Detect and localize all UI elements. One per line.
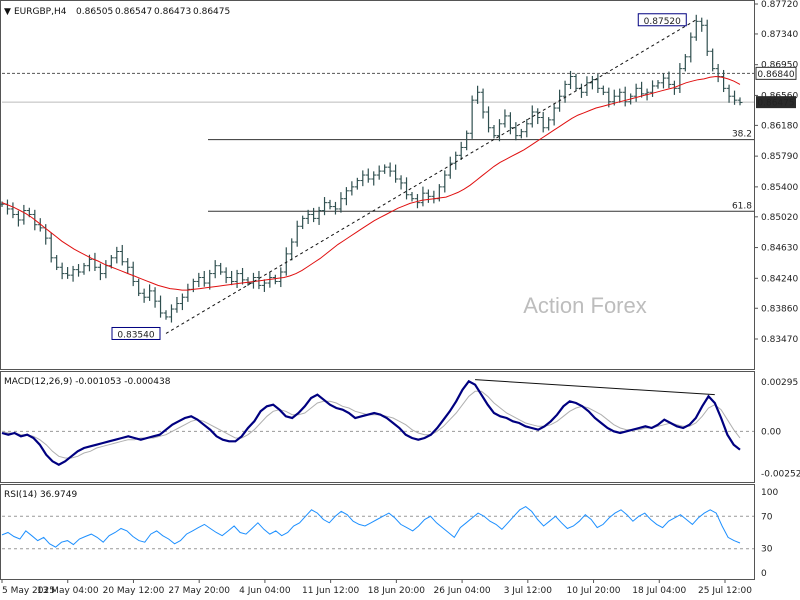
swing-trend-line — [165, 19, 697, 334]
price-title: EURGBP,H4 — [14, 7, 67, 17]
low-marker-label: 0.83540 — [117, 330, 154, 340]
price-level-tag-text: 0.86840 — [757, 70, 794, 80]
macd-main-line — [1, 379, 741, 466]
macd-divergence-line — [475, 379, 715, 396]
price-markers: 0.83540 0.87520 0.86840 0.86475 — [111, 13, 797, 340]
x-axis-label: 10 Jul 20:00 — [567, 586, 621, 596]
watermark: Action Forex — [523, 293, 647, 318]
rsi-axis-label: 0 — [761, 569, 767, 579]
macd-panel-frame — [0, 371, 755, 483]
macd-axis-label: -0.002529 — [761, 469, 800, 479]
x-axis-label: 25 Jul 12:00 — [698, 586, 752, 596]
x-axis-label: 27 May 20:00 — [168, 586, 230, 596]
rsi-panel: RSI(14) 36.9749 100 70 30 0 — [1, 488, 778, 579]
price-axis-label: 0.87720 — [761, 0, 798, 10]
current-price-tag — [756, 96, 796, 109]
x-axis-label: 20 May 12:00 — [103, 586, 165, 596]
x-axis-label: 13 May 04:00 — [37, 586, 99, 596]
price-title-symbol-icon: ▼ — [4, 7, 11, 17]
price-axis-label: 0.85400 — [761, 183, 798, 193]
fib-level-label: 61.8 — [732, 201, 752, 211]
current-price-tag-text: 0.86475 — [757, 99, 794, 109]
price-axis-label: 0.84240 — [761, 274, 798, 284]
ohlc-high: 0.86547 — [115, 7, 152, 17]
price-axis: 0.877200.873400.869500.865600.861800.857… — [754, 0, 798, 345]
macd-title: MACD(12,26,9) -0.001053 -0.000438 — [4, 377, 171, 387]
price-axis-label: 0.83470 — [761, 335, 798, 345]
x-axis-label: 11 Jun 12:00 — [302, 586, 359, 596]
fib-level-label: 38.2 — [732, 130, 752, 140]
price-axis-label: 0.85020 — [761, 213, 798, 223]
moving-average — [1, 75, 741, 291]
price-axis-label: 0.86950 — [761, 61, 798, 71]
rsi-title: RSI(14) 36.9749 — [4, 490, 77, 500]
price-bars — [0, 14, 743, 323]
macd-axis-label: 0.00295 — [761, 378, 798, 388]
rsi-axis-label: 30 — [761, 545, 773, 555]
ohlc-close: 0.86475 — [193, 7, 230, 17]
rsi-line — [1, 506, 741, 548]
x-axis-label: 26 Jun 04:00 — [433, 586, 490, 596]
macd-panel: MACD(12,26,9) -0.001053 -0.000438 0.0029… — [1, 377, 800, 479]
x-axis-label: 4 Jun 04:00 — [239, 586, 291, 596]
price-axis-label: 0.83860 — [761, 304, 798, 314]
price-axis-label: 0.84630 — [761, 244, 798, 254]
price-axis-label: 0.87340 — [761, 30, 798, 40]
x-axis-label: 18 Jul 04:00 — [632, 586, 686, 596]
moving-average-line — [1, 75, 741, 291]
price-panel-frame — [0, 0, 755, 370]
price-axis-label: 0.86180 — [761, 121, 798, 131]
ohlc-open: 0.86505 — [76, 7, 113, 17]
x-axis-label: 5 May 2025 — [2, 586, 55, 596]
rsi-axis-label: 100 — [761, 488, 778, 498]
rsi-panel-frame — [0, 484, 755, 580]
ohlc-low: 0.86473 — [154, 7, 191, 17]
x-axis-label: 3 Jul 12:00 — [504, 586, 553, 596]
price-axis-label: 0.85790 — [761, 152, 798, 162]
x-axis-label: 18 Jun 20:00 — [368, 586, 425, 596]
low-marker-box — [111, 326, 161, 340]
high-marker-label: 0.87520 — [644, 17, 681, 27]
macd-axis-label: 0.00 — [761, 427, 781, 437]
price-header: ▼ EURGBP,H4 0.86505 0.86547 0.86473 0.86… — [4, 7, 230, 17]
price-level-tag — [755, 66, 797, 80]
rsi-axis-label: 70 — [761, 512, 773, 522]
high-marker-box — [637, 13, 687, 27]
